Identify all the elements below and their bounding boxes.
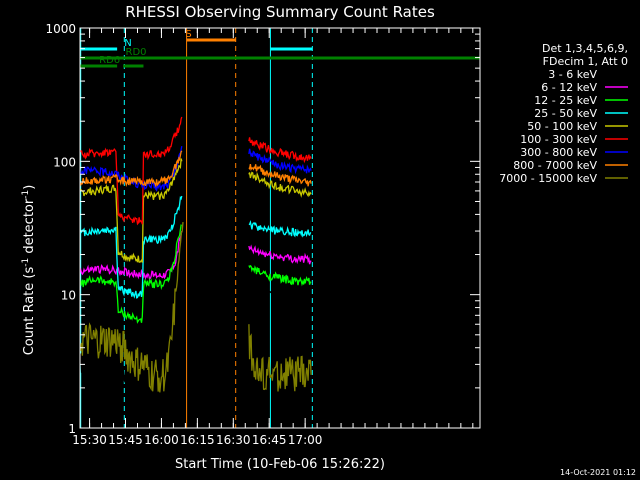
series-line-6-12-kev-seg1 bbox=[248, 244, 312, 265]
chart-title: RHESSI Observing Summary Count Rates bbox=[125, 3, 435, 21]
legend-label-8: 7000 - 15000 keV bbox=[499, 172, 597, 185]
legend-label-1: 6 - 12 keV bbox=[541, 81, 597, 94]
y-axis-label-sup2: -1 bbox=[21, 190, 31, 199]
series-line-12-25-kev-seg1 bbox=[248, 264, 312, 287]
series-line-300-800-kev-seg1 bbox=[248, 148, 312, 175]
y-axis-label-end: ) bbox=[22, 185, 37, 190]
flag-label-s: S bbox=[185, 29, 191, 40]
plot-inner bbox=[80, 28, 480, 428]
legend-label-6: 300 - 800 keV bbox=[520, 146, 597, 159]
x-tick-label-16:15: 16:15 bbox=[180, 433, 215, 447]
series-line-3-6-kev-seg1 bbox=[248, 273, 312, 306]
series-line-50-100-kev-seg1 bbox=[248, 171, 312, 198]
legend-label-7: 800 - 7000 keV bbox=[513, 159, 597, 172]
flag-label-rd0: RD0 bbox=[126, 47, 147, 58]
legend-header-line1: Det 1,3,4,5,6,9, bbox=[542, 42, 628, 55]
legend-label-0: 3 - 6 keV bbox=[548, 68, 597, 81]
x-tick-label-16:45: 16:45 bbox=[252, 433, 287, 447]
legend-label-5: 100 - 300 keV bbox=[520, 133, 597, 146]
flag-label-n: N bbox=[124, 38, 131, 49]
y-tick-label-100: 100 bbox=[53, 155, 76, 169]
series-line-7000-15000-kev-seg0 bbox=[80, 222, 184, 393]
series-line-800-7000-kev-seg0 bbox=[80, 150, 183, 189]
series-line-25-50-kev-seg1 bbox=[248, 220, 312, 238]
series-line-800-7000-kev-seg1 bbox=[248, 163, 312, 187]
x-tick-label-16:30: 16:30 bbox=[216, 433, 251, 447]
y-axis-label: Count Rate (s-1 detector-1) bbox=[21, 185, 37, 356]
series-line-25-50-kev-seg0 bbox=[80, 195, 183, 299]
generation-timestamp: 14-Oct-2021 01:12 bbox=[560, 468, 636, 477]
flag-label-rd6: RD6 bbox=[99, 55, 120, 66]
axes: 1 10 100 1000 15:30 15:45 16:00 16:15 16:30 16:45… bbox=[45, 22, 481, 447]
legend-label-2: 12 - 25 keV bbox=[534, 94, 597, 107]
legend-label-4: 50 - 100 keV bbox=[527, 120, 597, 133]
y-axis-label-mid: detector bbox=[22, 198, 37, 258]
y-tick-label-10: 10 bbox=[61, 289, 76, 303]
series-line-12-25-kev-seg0 bbox=[80, 224, 183, 324]
x-tick-label-17:00: 17:00 bbox=[288, 433, 323, 447]
series-line-6-12-kev-seg0 bbox=[80, 230, 183, 281]
y-axis-label-main: Count Rate (s bbox=[22, 267, 37, 356]
x-axis-label: Start Time (10-Feb-06 15:26:22) bbox=[175, 457, 385, 472]
y-tick-label-1: 1 bbox=[68, 422, 76, 436]
legend-label-3: 25 - 50 keV bbox=[534, 107, 597, 120]
y-tick-label-1000: 1000 bbox=[45, 22, 76, 36]
series-line-100-300-kev-seg0 bbox=[80, 116, 183, 226]
series-line-50-100-kev-seg0 bbox=[80, 158, 183, 263]
legend-header-line2: FDecim 1, Att 0 bbox=[543, 55, 628, 68]
series-line-7000-15000-kev-seg1 bbox=[248, 324, 312, 392]
y-axis-label-sup1: -1 bbox=[21, 258, 31, 267]
series-line-100-300-kev-seg1 bbox=[248, 137, 312, 164]
x-tick-label-16:00: 16:00 bbox=[144, 433, 179, 447]
x-tick-label-15:45: 15:45 bbox=[108, 433, 143, 447]
x-tick-label-15:30: 15:30 bbox=[72, 433, 107, 447]
plot-frame bbox=[79, 27, 481, 429]
